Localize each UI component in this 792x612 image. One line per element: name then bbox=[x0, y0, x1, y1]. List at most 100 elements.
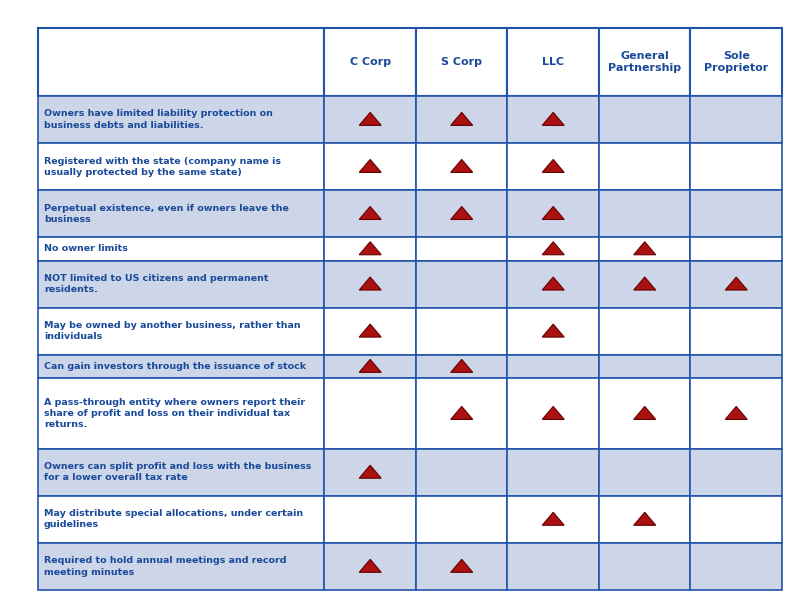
Bar bbox=[508, 190, 599, 237]
Bar bbox=[599, 355, 691, 378]
Bar bbox=[508, 496, 599, 543]
Bar bbox=[38, 496, 325, 543]
Polygon shape bbox=[360, 159, 381, 173]
Bar bbox=[325, 143, 416, 190]
Bar bbox=[508, 143, 599, 190]
Polygon shape bbox=[634, 406, 656, 419]
Polygon shape bbox=[451, 559, 473, 572]
Bar bbox=[325, 355, 416, 378]
Bar bbox=[38, 355, 325, 378]
Polygon shape bbox=[451, 159, 473, 173]
Polygon shape bbox=[451, 206, 473, 220]
Text: May distribute special allocations, under certain
guidelines: May distribute special allocations, unde… bbox=[44, 509, 303, 529]
Bar bbox=[325, 378, 416, 449]
Bar bbox=[599, 543, 691, 590]
Bar bbox=[599, 496, 691, 543]
Bar bbox=[38, 378, 325, 449]
Bar bbox=[416, 28, 508, 96]
Bar bbox=[691, 261, 782, 308]
Bar bbox=[416, 308, 508, 355]
Bar bbox=[508, 543, 599, 590]
Bar bbox=[691, 496, 782, 543]
Bar bbox=[38, 143, 325, 190]
Bar bbox=[599, 143, 691, 190]
Polygon shape bbox=[543, 324, 564, 337]
Bar bbox=[416, 449, 508, 496]
Bar bbox=[325, 308, 416, 355]
Bar bbox=[325, 190, 416, 237]
Bar bbox=[508, 449, 599, 496]
Bar bbox=[691, 543, 782, 590]
Bar bbox=[325, 237, 416, 261]
Text: May be owned by another business, rather than
individuals: May be owned by another business, rather… bbox=[44, 321, 301, 341]
Bar bbox=[599, 190, 691, 237]
Bar bbox=[325, 496, 416, 543]
Text: NOT limited to US citizens and permanent
residents.: NOT limited to US citizens and permanent… bbox=[44, 274, 268, 294]
Bar bbox=[508, 261, 599, 308]
Polygon shape bbox=[543, 113, 564, 125]
Polygon shape bbox=[634, 277, 656, 290]
Bar bbox=[508, 28, 599, 96]
Text: Can gain investors through the issuance of stock: Can gain investors through the issuance … bbox=[44, 362, 307, 371]
Bar bbox=[38, 308, 325, 355]
Bar bbox=[38, 261, 325, 308]
Polygon shape bbox=[634, 242, 656, 255]
Polygon shape bbox=[725, 277, 747, 290]
Bar bbox=[691, 190, 782, 237]
Bar bbox=[691, 308, 782, 355]
Bar bbox=[325, 543, 416, 590]
Polygon shape bbox=[360, 277, 381, 290]
Polygon shape bbox=[543, 406, 564, 419]
Bar bbox=[599, 378, 691, 449]
Bar bbox=[416, 96, 508, 143]
Polygon shape bbox=[360, 242, 381, 255]
Polygon shape bbox=[360, 206, 381, 220]
Bar bbox=[38, 96, 325, 143]
Bar bbox=[416, 496, 508, 543]
Polygon shape bbox=[451, 359, 473, 372]
Polygon shape bbox=[451, 113, 473, 125]
Bar bbox=[38, 190, 325, 237]
Bar bbox=[38, 28, 325, 96]
Bar bbox=[691, 96, 782, 143]
Bar bbox=[599, 28, 691, 96]
Bar bbox=[691, 28, 782, 96]
Bar bbox=[599, 261, 691, 308]
Text: Owners have limited liability protection on
business debts and liabilities.: Owners have limited liability protection… bbox=[44, 110, 273, 130]
Bar bbox=[691, 355, 782, 378]
Bar bbox=[416, 261, 508, 308]
Text: No owner limits: No owner limits bbox=[44, 244, 128, 253]
Bar bbox=[325, 96, 416, 143]
Bar bbox=[38, 449, 325, 496]
Bar bbox=[325, 261, 416, 308]
Bar bbox=[508, 355, 599, 378]
Bar bbox=[691, 143, 782, 190]
Polygon shape bbox=[543, 277, 564, 290]
Text: Required to hold annual meetings and record
meeting minutes: Required to hold annual meetings and rec… bbox=[44, 556, 287, 577]
Polygon shape bbox=[543, 159, 564, 173]
Bar bbox=[38, 543, 325, 590]
Bar bbox=[416, 543, 508, 590]
Bar bbox=[508, 308, 599, 355]
Polygon shape bbox=[543, 242, 564, 255]
Text: Registered with the state (company name is
usually protected by the same state): Registered with the state (company name … bbox=[44, 157, 281, 177]
Bar bbox=[416, 378, 508, 449]
Text: Perpetual existence, even if owners leave the
business: Perpetual existence, even if owners leav… bbox=[44, 204, 289, 223]
Polygon shape bbox=[634, 512, 656, 525]
Bar bbox=[508, 378, 599, 449]
Polygon shape bbox=[543, 512, 564, 525]
Polygon shape bbox=[360, 359, 381, 372]
Bar bbox=[599, 449, 691, 496]
Bar bbox=[599, 96, 691, 143]
Text: C Corp: C Corp bbox=[349, 57, 390, 67]
Bar bbox=[416, 355, 508, 378]
Bar bbox=[325, 28, 416, 96]
Bar bbox=[508, 96, 599, 143]
Text: General
Partnership: General Partnership bbox=[608, 51, 681, 73]
Polygon shape bbox=[451, 406, 473, 419]
Polygon shape bbox=[360, 324, 381, 337]
Polygon shape bbox=[360, 465, 381, 478]
Bar bbox=[599, 308, 691, 355]
Polygon shape bbox=[543, 206, 564, 220]
Polygon shape bbox=[360, 559, 381, 572]
